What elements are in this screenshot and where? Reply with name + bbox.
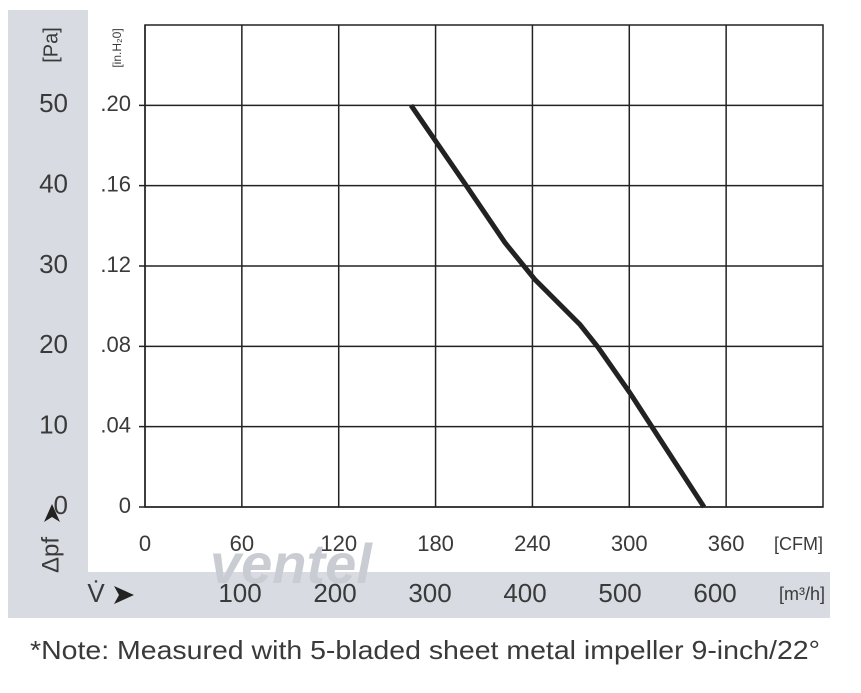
y-label: [Pa] (40, 27, 62, 63)
y-tick-label: 40 (39, 169, 68, 199)
x-symbol: V̇ (87, 578, 105, 608)
x-tick-label: 240 (514, 531, 551, 556)
y2-tick-label: .04 (100, 412, 131, 437)
x-tick-label: 360 (708, 531, 745, 556)
y-tick-label: 0 (54, 490, 68, 520)
note: *Note: Measured with 5-bladed sheet meta… (30, 635, 820, 665)
x-tick-label: 0 (139, 531, 151, 556)
bottom-band (8, 572, 830, 618)
x2-tick-label: 400 (503, 578, 546, 608)
x2-tick-label: 100 (218, 578, 261, 608)
y2-tick-label: .12 (100, 252, 131, 277)
x-tick-label: 300 (611, 531, 648, 556)
x-label: [CFM] (774, 534, 823, 554)
y-arrow (44, 504, 60, 522)
y-symbol: Δpf (37, 537, 64, 573)
x-arrow (114, 586, 134, 604)
x2-tick-label: 300 (408, 578, 451, 608)
y2-tick-label: .08 (100, 332, 131, 357)
x2-tick-label: 600 (693, 578, 736, 608)
y-tick-label: 10 (39, 410, 68, 440)
watermark: ventel (210, 532, 373, 595)
x-tick-label: 60 (230, 531, 254, 556)
x2-tick-label: 500 (598, 578, 641, 608)
y2-tick-label: 0 (119, 493, 131, 518)
y-tick-label: 20 (39, 329, 68, 359)
x2-label: [m³/h] (779, 584, 825, 604)
y-tick-label: 30 (39, 249, 68, 279)
y-tick-label: 50 (39, 88, 68, 118)
y2-tick-label: .16 (100, 171, 131, 196)
y2-label: [in.H₂0] (110, 28, 124, 67)
y2-tick-label: .20 (100, 91, 131, 116)
x-tick-label: 180 (417, 531, 454, 556)
x-tick-label: 120 (320, 531, 357, 556)
x2-tick-label: 200 (313, 578, 356, 608)
curve (408, 103, 707, 509)
